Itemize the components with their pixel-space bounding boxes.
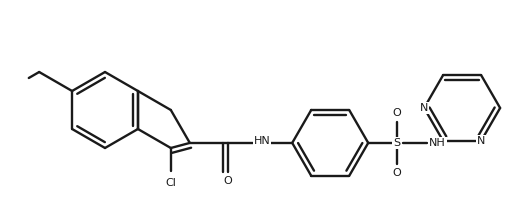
Text: O: O: [392, 108, 401, 118]
Text: Cl: Cl: [166, 178, 176, 188]
Text: N: N: [420, 103, 428, 113]
Text: N: N: [477, 136, 485, 146]
Text: O: O: [392, 168, 401, 178]
Text: O: O: [224, 176, 232, 186]
Text: S: S: [393, 138, 400, 148]
Text: HN: HN: [254, 136, 270, 146]
Text: NH: NH: [429, 138, 446, 148]
